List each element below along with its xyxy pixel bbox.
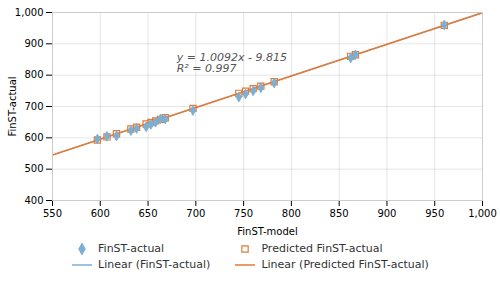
svg-text:750: 750 <box>234 208 253 219</box>
svg-text:950: 950 <box>425 208 444 219</box>
html-text:FinST-actual: FinST-actual <box>98 242 165 255</box>
svg-text:900: 900 <box>377 208 396 219</box>
svg-text:1,000: 1,000 <box>15 7 44 18</box>
svg-text:850: 850 <box>330 208 349 219</box>
svg-text:FinST-model: FinST-model <box>237 226 297 237</box>
svg-text:y = 1.0092x - 9.815R² = 0.997: y = 1.0092x - 9.815R² = 0.997 <box>176 51 287 75</box>
svg-text:400: 400 <box>24 195 43 206</box>
svg-text:550: 550 <box>43 208 62 219</box>
html-text:Linear (Predicted FinST-actual: Linear (Predicted FinST-actual) <box>261 258 429 271</box>
svg-text:700: 700 <box>186 208 205 219</box>
svg-text:FinST-actual: FinST-actual <box>7 76 18 136</box>
svg-text:700: 700 <box>24 101 43 112</box>
svg-text:600: 600 <box>91 208 110 219</box>
svg-text:800: 800 <box>282 208 301 219</box>
svg-text:1,000: 1,000 <box>468 208 497 219</box>
html-text:Predicted FinST-actual: Predicted FinST-actual <box>261 242 383 255</box>
svg-text:600: 600 <box>24 132 43 143</box>
html-text:Linear (FinST-actual): Linear (FinST-actual) <box>98 258 211 271</box>
svg-text:650: 650 <box>139 208 158 219</box>
svg-text:900: 900 <box>24 38 43 49</box>
svg-text:500: 500 <box>24 163 43 174</box>
svg-text:800: 800 <box>24 69 43 80</box>
